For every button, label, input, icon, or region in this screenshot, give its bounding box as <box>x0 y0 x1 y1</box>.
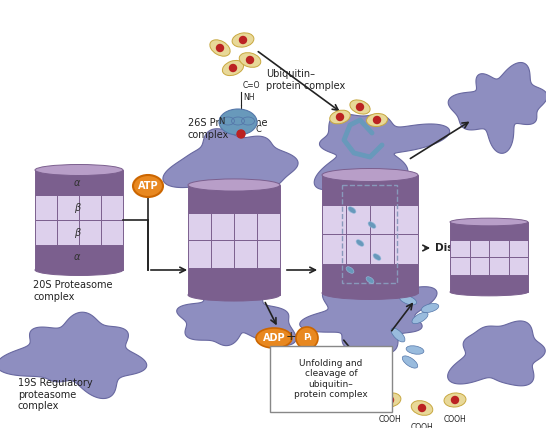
Ellipse shape <box>402 356 418 368</box>
Ellipse shape <box>366 113 388 127</box>
Polygon shape <box>163 129 298 190</box>
Text: COOH: COOH <box>411 423 434 428</box>
Ellipse shape <box>330 110 351 124</box>
Text: Ubiquitin–
protein complex: Ubiquitin– protein complex <box>266 69 345 91</box>
Text: COOH: COOH <box>443 415 466 424</box>
Ellipse shape <box>366 277 374 283</box>
FancyBboxPatch shape <box>270 346 392 412</box>
Polygon shape <box>450 274 528 292</box>
Ellipse shape <box>346 267 354 273</box>
Ellipse shape <box>391 328 405 342</box>
Text: β: β <box>74 202 80 212</box>
Circle shape <box>229 65 236 71</box>
Polygon shape <box>448 321 545 386</box>
Circle shape <box>217 45 223 51</box>
Circle shape <box>296 327 318 349</box>
Polygon shape <box>188 268 280 295</box>
Text: C: C <box>256 125 262 134</box>
Text: Dissociation: Dissociation <box>435 243 507 253</box>
Text: 26S Proteasome
complex: 26S Proteasome complex <box>188 119 268 140</box>
Ellipse shape <box>350 100 370 114</box>
Ellipse shape <box>322 286 418 300</box>
Ellipse shape <box>232 33 254 47</box>
Circle shape <box>452 396 459 404</box>
Polygon shape <box>322 205 418 234</box>
Text: 19S Regulatory
proteasome
complex: 19S Regulatory proteasome complex <box>18 378 93 411</box>
Ellipse shape <box>400 295 417 305</box>
Circle shape <box>373 116 381 124</box>
Text: +: + <box>285 330 296 344</box>
Ellipse shape <box>356 240 364 246</box>
Ellipse shape <box>256 328 292 348</box>
Polygon shape <box>0 312 147 398</box>
Text: N: N <box>218 117 224 126</box>
Text: C=O: C=O <box>243 81 260 90</box>
Polygon shape <box>450 257 528 274</box>
Circle shape <box>357 104 364 110</box>
Circle shape <box>246 56 253 63</box>
Ellipse shape <box>222 60 244 76</box>
Circle shape <box>240 36 246 44</box>
Circle shape <box>237 130 245 138</box>
Polygon shape <box>35 195 123 220</box>
Polygon shape <box>188 240 280 268</box>
Ellipse shape <box>210 40 230 56</box>
Polygon shape <box>35 220 123 245</box>
Circle shape <box>336 113 343 121</box>
Ellipse shape <box>348 207 356 213</box>
Ellipse shape <box>406 346 424 354</box>
Polygon shape <box>177 281 296 346</box>
Text: ADP: ADP <box>263 333 286 343</box>
Ellipse shape <box>188 289 280 301</box>
Polygon shape <box>322 175 418 205</box>
Text: ATP: ATP <box>138 181 158 191</box>
Polygon shape <box>450 240 528 257</box>
Ellipse shape <box>373 254 381 260</box>
Text: α: α <box>74 253 80 262</box>
Text: NH: NH <box>243 93 254 102</box>
Polygon shape <box>322 234 418 264</box>
Polygon shape <box>314 114 450 190</box>
Polygon shape <box>188 185 280 212</box>
Ellipse shape <box>422 303 439 312</box>
Ellipse shape <box>35 164 123 175</box>
Ellipse shape <box>188 179 280 191</box>
Polygon shape <box>188 212 280 240</box>
Polygon shape <box>450 222 528 240</box>
Ellipse shape <box>450 218 528 226</box>
Text: Unfolding and
cleavage of
ubiquitin–
protein complex: Unfolding and cleavage of ubiquitin– pro… <box>294 359 368 399</box>
Ellipse shape <box>322 169 418 181</box>
Text: Pᵢ: Pᵢ <box>302 333 311 342</box>
Polygon shape <box>300 287 437 353</box>
Ellipse shape <box>412 312 428 324</box>
Ellipse shape <box>239 53 261 67</box>
Circle shape <box>387 396 394 404</box>
Text: α: α <box>74 178 80 187</box>
Text: COOH: COOH <box>378 415 401 424</box>
Polygon shape <box>322 264 418 293</box>
Ellipse shape <box>450 288 528 296</box>
Ellipse shape <box>368 222 376 228</box>
Text: 20S Proteasome
complex: 20S Proteasome complex <box>33 280 112 302</box>
Ellipse shape <box>444 393 466 407</box>
Polygon shape <box>448 62 546 153</box>
Ellipse shape <box>219 109 257 135</box>
Text: β: β <box>74 228 80 238</box>
Polygon shape <box>35 170 123 195</box>
Polygon shape <box>35 245 123 270</box>
Ellipse shape <box>411 401 433 415</box>
Ellipse shape <box>35 265 123 276</box>
Circle shape <box>418 404 425 411</box>
Ellipse shape <box>133 175 163 197</box>
Ellipse shape <box>379 393 401 407</box>
